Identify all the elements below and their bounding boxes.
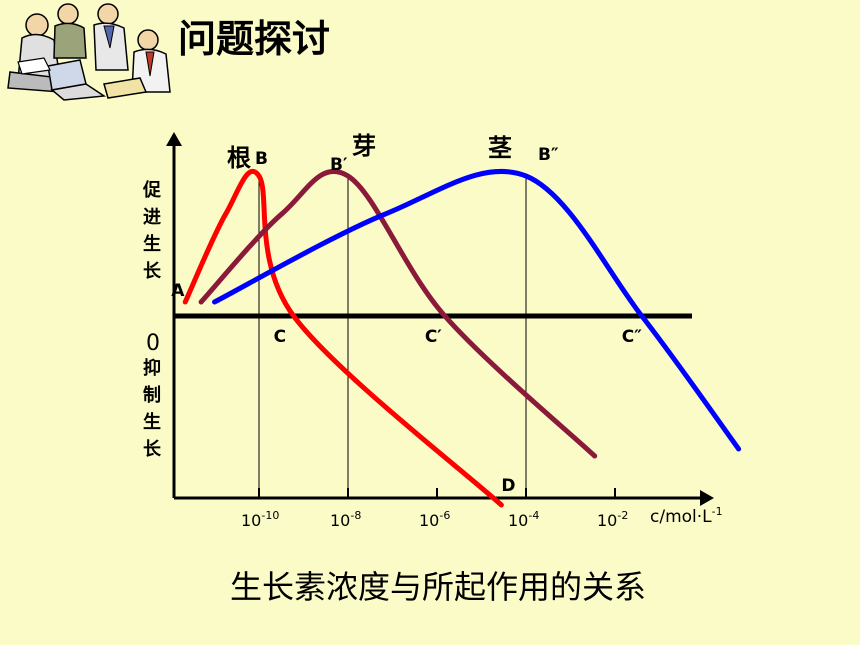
x-tick-label: 10-6: [419, 509, 450, 530]
slide-caption: 生长素浓度与所起作用的关系: [230, 568, 646, 606]
peak-guide-lines: [258, 176, 527, 498]
x-tick-label: 10-8: [330, 509, 361, 530]
y-label-char: 长: [143, 439, 162, 460]
zero-point-label: C″: [622, 327, 642, 347]
chart-series: [182, 168, 742, 508]
series-name-label: 芽: [352, 132, 376, 160]
x-axis-arrow-icon: [700, 490, 714, 506]
series-line: [212, 169, 742, 452]
zero-point-label: C′: [425, 327, 442, 347]
office-workers-clipart-icon: [7, 3, 171, 101]
y-label-char: 进: [143, 207, 161, 228]
x-ticks: 10-10 10-8 10-6 10-4 10-2 c/mol·L-1: [241, 488, 723, 530]
peak-point-label: B′: [330, 155, 348, 175]
series-line: [198, 168, 598, 459]
x-axis-unit-label: c/mol·L-1: [650, 505, 723, 527]
x-tick-label: 10-10: [241, 509, 279, 530]
series-name-label: 茎: [488, 134, 512, 162]
peak-point-label: B: [255, 149, 268, 169]
start-point-label: A: [171, 281, 185, 301]
point-labels: 根 B C A D 芽B′ C′ 茎 B″ C″: [171, 132, 642, 496]
slide-title: 问题探讨: [178, 17, 330, 61]
y-label-char: 长: [143, 261, 162, 282]
x-tick-label: 10-2: [597, 509, 628, 530]
x-tick-label: 10-4: [508, 509, 539, 530]
series-name-label: 根: [227, 144, 251, 172]
chart-axes: [166, 132, 714, 506]
y-axis-arrow-icon: [166, 132, 182, 146]
y-label-char: 制: [143, 385, 161, 406]
zero-point-label: C: [274, 327, 286, 347]
y-origin-label: 0: [146, 331, 160, 356]
peak-point-label: B″: [538, 145, 559, 165]
y-label-char: 抑: [143, 358, 161, 379]
y-label-char: 生: [143, 411, 161, 433]
y-label-char: 促: [142, 179, 162, 201]
y-label-char: 生: [143, 233, 161, 255]
end-point-label: D: [501, 476, 515, 496]
series-line: [182, 168, 504, 508]
